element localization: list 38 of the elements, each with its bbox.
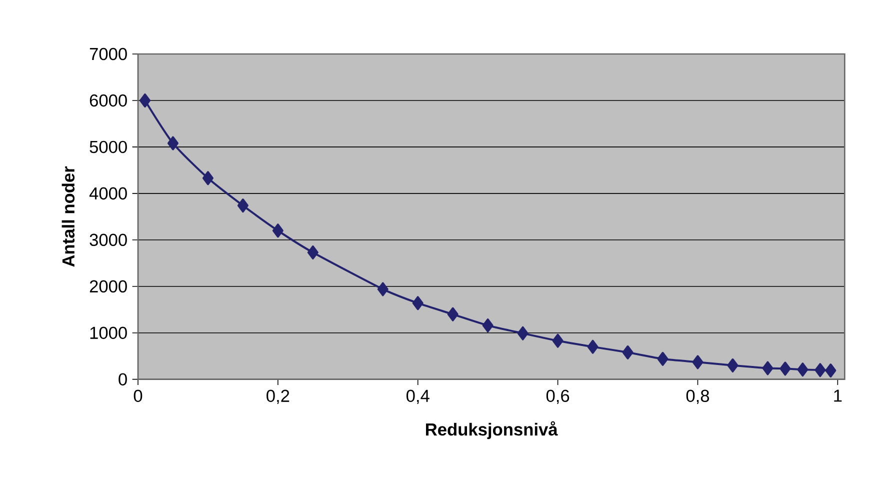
x-tick-label: 0,6 [546, 390, 570, 404]
y-tick-label: 1000 [90, 326, 127, 339]
x-tick-label: 0,8 [686, 390, 710, 404]
y-tick-label: 5000 [90, 140, 127, 154]
point [587, 340, 598, 354]
point [517, 326, 528, 340]
y-tick-label: 7000 [90, 48, 127, 60]
point [552, 334, 564, 348]
y-tick-label: 6000 [90, 94, 127, 107]
x-tick-label: 0,2 [266, 390, 290, 404]
point [622, 345, 634, 360]
x-tick-label: 1 [834, 390, 842, 402]
point [692, 355, 704, 370]
y-tick-label: 2000 [90, 280, 127, 293]
point [814, 363, 826, 378]
point [447, 307, 458, 322]
point [307, 245, 318, 260]
point [272, 224, 284, 238]
point [825, 364, 836, 378]
y-tick-label: 4000 [89, 187, 127, 200]
point [657, 352, 668, 366]
x-tick-label: 0 [134, 390, 142, 402]
y-axis-title: Antall noder [62, 166, 75, 267]
point [140, 93, 150, 108]
y-tick-label: 0 [118, 373, 127, 386]
point [412, 296, 424, 310]
y-tick-label: 3000 [90, 234, 127, 246]
x-tick-label: 0,4 [406, 390, 430, 404]
point [727, 358, 738, 372]
point [202, 171, 214, 186]
point [237, 198, 248, 213]
point [482, 318, 494, 332]
x-axis-title: Reduksjonsnivå [426, 421, 558, 440]
point [780, 362, 791, 376]
point [167, 136, 178, 150]
point [762, 361, 774, 376]
point [797, 362, 808, 377]
point [377, 282, 388, 296]
